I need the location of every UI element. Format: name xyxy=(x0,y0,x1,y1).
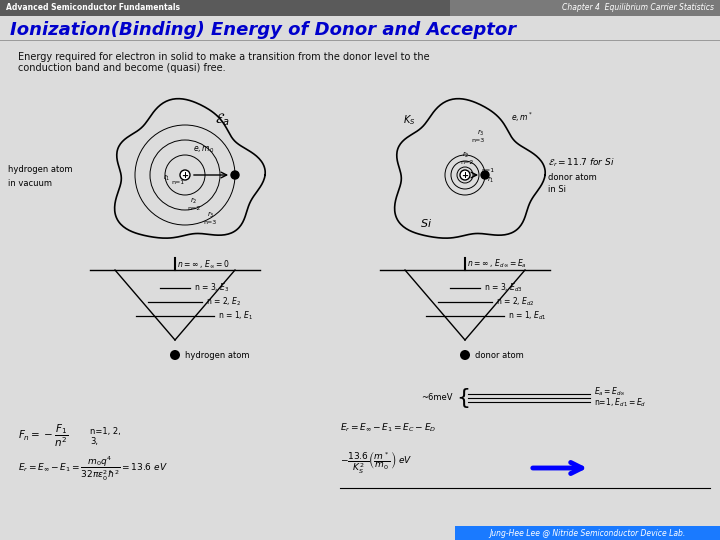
Text: donor atom: donor atom xyxy=(548,173,597,183)
Text: $F_n = -\dfrac{F_1}{n^2}$: $F_n = -\dfrac{F_1}{n^2}$ xyxy=(18,422,68,449)
Text: $-\dfrac{13.6}{K_S^2}\left(\dfrac{m^*}{m_0}\right)\ eV$: $-\dfrac{13.6}{K_S^2}\left(\dfrac{m^*}{m… xyxy=(340,450,413,476)
Bar xyxy=(455,526,720,540)
Text: $r_3$: $r_3$ xyxy=(477,128,485,138)
Text: $n = \infty$ , $E_{d\infty} = E_a$: $n = \infty$ , $E_{d\infty} = E_a$ xyxy=(467,258,527,270)
Text: $Si$: $Si$ xyxy=(420,217,432,229)
Text: n=3: n=3 xyxy=(471,138,485,143)
Text: $\mathcal{E}_a$: $\mathcal{E}_a$ xyxy=(215,112,230,128)
Text: $K_S$: $K_S$ xyxy=(403,113,415,127)
Text: +: + xyxy=(181,171,189,179)
Text: n=3: n=3 xyxy=(203,219,216,225)
Text: Energy required for electron in solid to make a transition from the donor level : Energy required for electron in solid to… xyxy=(18,52,430,62)
Text: ~6meV: ~6meV xyxy=(421,394,453,402)
Text: $n = \infty$ , $E_{\infty} = 0$: $n = \infty$ , $E_{\infty} = 0$ xyxy=(177,258,230,270)
Text: n=2: n=2 xyxy=(187,206,200,211)
Text: n = 2, $E_{d2}$: n = 2, $E_{d2}$ xyxy=(496,295,535,308)
Bar xyxy=(0,0,450,16)
Text: Advanced Semiconductor Fundamentals: Advanced Semiconductor Fundamentals xyxy=(6,3,180,12)
Text: n = 1, $E_1$: n = 1, $E_1$ xyxy=(218,309,253,322)
Text: +: + xyxy=(462,171,469,179)
Text: n=1: n=1 xyxy=(481,167,494,172)
Circle shape xyxy=(481,171,489,179)
Text: n = 3, $E_3$: n = 3, $E_3$ xyxy=(194,281,230,294)
Text: n=2: n=2 xyxy=(460,159,473,165)
Text: in Si: in Si xyxy=(548,186,566,194)
Text: hydrogen atom: hydrogen atom xyxy=(185,350,250,360)
Text: in vacuum: in vacuum xyxy=(8,179,52,187)
Text: $\mathcal{E}_r = 11.7$ for $Si$: $\mathcal{E}_r = 11.7$ for $Si$ xyxy=(548,157,614,169)
Text: n=1, 2,: n=1, 2, xyxy=(90,427,121,436)
Text: {: { xyxy=(456,388,470,408)
Text: donor atom: donor atom xyxy=(475,350,523,360)
Text: $r_3$: $r_3$ xyxy=(207,210,215,220)
Text: hydrogen atom: hydrogen atom xyxy=(8,165,73,174)
Circle shape xyxy=(460,350,470,360)
Text: n = 1, $E_{d1}$: n = 1, $E_{d1}$ xyxy=(508,309,547,322)
Text: $r_2$: $r_2$ xyxy=(462,150,469,160)
Text: $r_1$: $r_1$ xyxy=(163,173,171,183)
Text: conduction band and become (quasi) free.: conduction band and become (quasi) free. xyxy=(18,63,225,73)
Circle shape xyxy=(460,170,470,180)
Text: n=1: n=1 xyxy=(171,180,184,186)
Circle shape xyxy=(180,170,190,180)
Text: $r_2$: $r_2$ xyxy=(190,196,197,206)
Circle shape xyxy=(170,350,180,360)
Text: $r_1$: $r_1$ xyxy=(487,175,495,185)
Text: Ionization(Binding) Energy of Donor and Acceptor: Ionization(Binding) Energy of Donor and … xyxy=(10,21,516,39)
Text: 3,: 3, xyxy=(90,437,98,446)
Text: n = 2, $E_2$: n = 2, $E_2$ xyxy=(206,295,241,308)
Text: $e, m_0$: $e, m_0$ xyxy=(193,145,214,156)
Bar xyxy=(450,0,720,16)
Circle shape xyxy=(231,171,239,179)
Text: Chapter 4  Equilibrium Carrier Statistics: Chapter 4 Equilibrium Carrier Statistics xyxy=(562,3,714,12)
Text: $e, m^*$: $e, m^*$ xyxy=(511,110,533,124)
Text: $E_r = E_\infty - E_1 = E_C - E_D$: $E_r = E_\infty - E_1 = E_C - E_D$ xyxy=(340,422,436,435)
Text: $E_r = E_\infty - E_1 = \dfrac{m_0 q^4}{32\pi\varepsilon_0^2 \hbar^2} = 13.6\ eV: $E_r = E_\infty - E_1 = \dfrac{m_0 q^4}{… xyxy=(18,455,168,483)
Text: n = 3, $E_{d3}$: n = 3, $E_{d3}$ xyxy=(484,281,523,294)
Text: $E_a = E_{d\infty}$: $E_a = E_{d\infty}$ xyxy=(594,386,626,399)
Text: n=1, $E_{d1} = E_d$: n=1, $E_{d1} = E_d$ xyxy=(594,397,647,409)
Text: Jung-Hee Lee @ Nitride Semiconductor Device Lab.: Jung-Hee Lee @ Nitride Semiconductor Dev… xyxy=(489,529,685,537)
